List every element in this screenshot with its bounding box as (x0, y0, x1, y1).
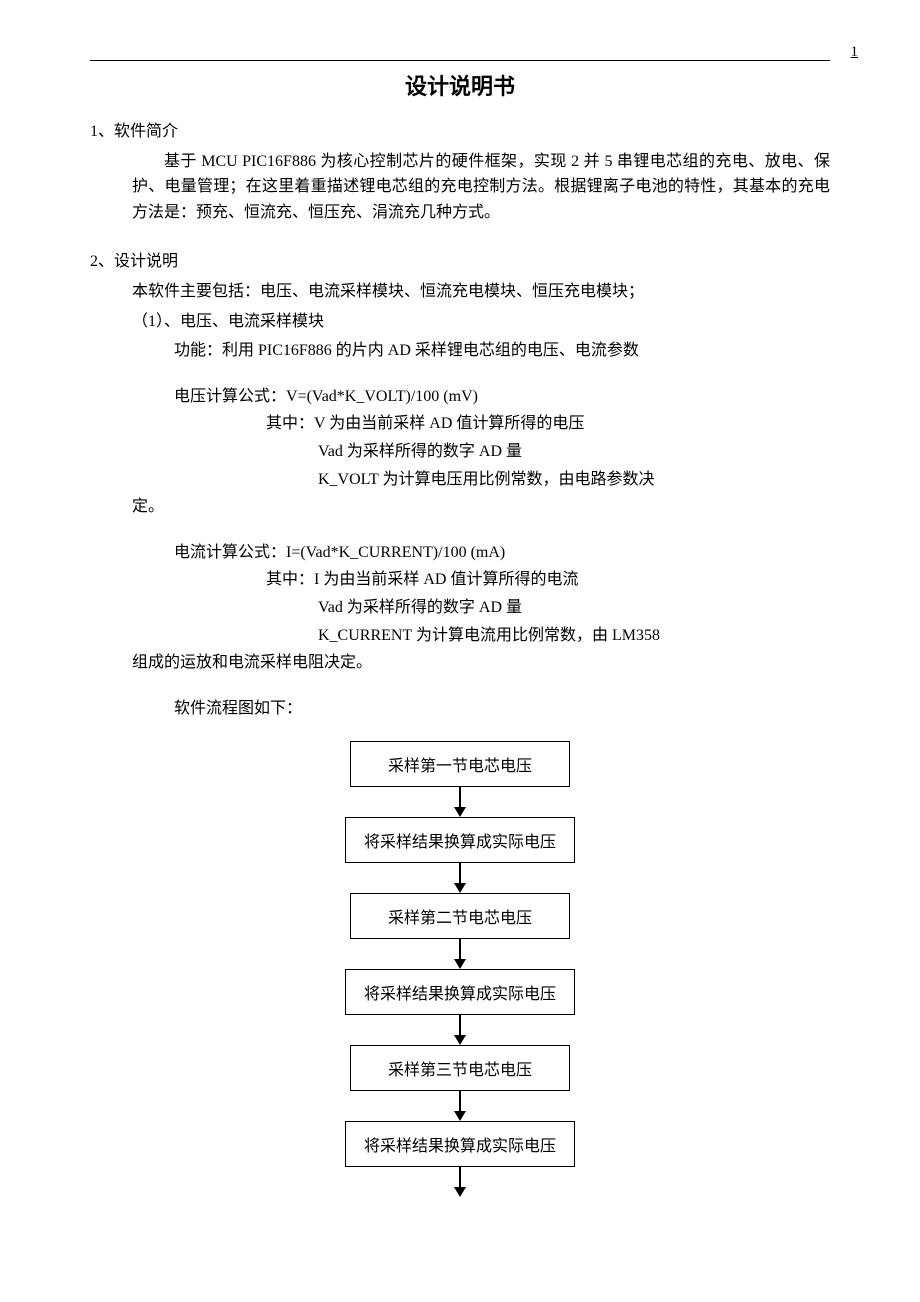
flowchart-arrow (459, 1167, 461, 1197)
flowchart-node-6: 将采样结果换算成实际电压 (345, 1121, 575, 1167)
flowchart-node-2: 将采样结果换算成实际电压 (345, 817, 575, 863)
flowchart: 采样第一节电芯电压 将采样结果换算成实际电压 采样第二节电芯电压 将采样结果换算… (90, 741, 830, 1197)
page-number: 1 (851, 44, 859, 61)
flowchart-node-5: 采样第三节电芯电压 (350, 1045, 570, 1091)
voltage-where: 其中：V 为由当前采样 AD 值计算所得的电压 (266, 411, 830, 437)
current-continuation: 组成的运放和电流采样电阻决定。 (132, 650, 830, 676)
flowchart-node-4: 将采样结果换算成实际电压 (345, 969, 575, 1015)
flowchart-node-1: 采样第一节电芯电压 (350, 741, 570, 787)
flowchart-arrow (459, 863, 461, 893)
current-kcurrent: K_CURRENT 为计算电流用比例常数，由 LM358 (318, 623, 830, 649)
section-2-heading: 2、设计说明 (90, 249, 830, 275)
voltage-continuation: 定。 (132, 494, 830, 520)
page-container: 1 设计说明书 1、软件简介 基于 MCU PIC16F886 为核心控制芯片的… (0, 0, 920, 1197)
section-2-intro: 本软件主要包括：电压、电流采样模块、恒流充电模块、恒压充电模块； (132, 279, 830, 305)
flowchart-intro: 软件流程图如下： (174, 696, 830, 722)
voltage-kvolt: K_VOLT 为计算电压用比例常数，由电路参数决 (318, 467, 830, 493)
flowchart-arrow (459, 1091, 461, 1121)
flowchart-arrow (459, 787, 461, 817)
flowchart-arrow (459, 1015, 461, 1045)
flowchart-arrow (459, 939, 461, 969)
header-rule: 1 (90, 60, 830, 61)
section-1-heading: 1、软件简介 (90, 119, 830, 145)
subsection-1-heading: （1）、电压、电流采样模块 (132, 309, 830, 335)
current-where: 其中：I 为由当前采样 AD 值计算所得的电流 (266, 567, 830, 593)
current-vad: Vad 为采样所得的数字 AD 量 (318, 595, 830, 621)
section-1-body: 基于 MCU PIC16F886 为核心控制芯片的硬件框架，实现 2 并 5 串… (132, 149, 830, 226)
voltage-vad: Vad 为采样所得的数字 AD 量 (318, 439, 830, 465)
current-formula: 电流计算公式：I=(Vad*K_CURRENT)/100 (mA) (174, 540, 830, 566)
subsection-1-function: 功能：利用 PIC16F886 的片内 AD 采样锂电芯组的电压、电流参数 (174, 338, 830, 364)
voltage-formula: 电压计算公式：V=(Vad*K_VOLT)/100 (mV) (174, 384, 830, 410)
flowchart-node-3: 采样第二节电芯电压 (350, 893, 570, 939)
document-title: 设计说明书 (90, 69, 830, 101)
